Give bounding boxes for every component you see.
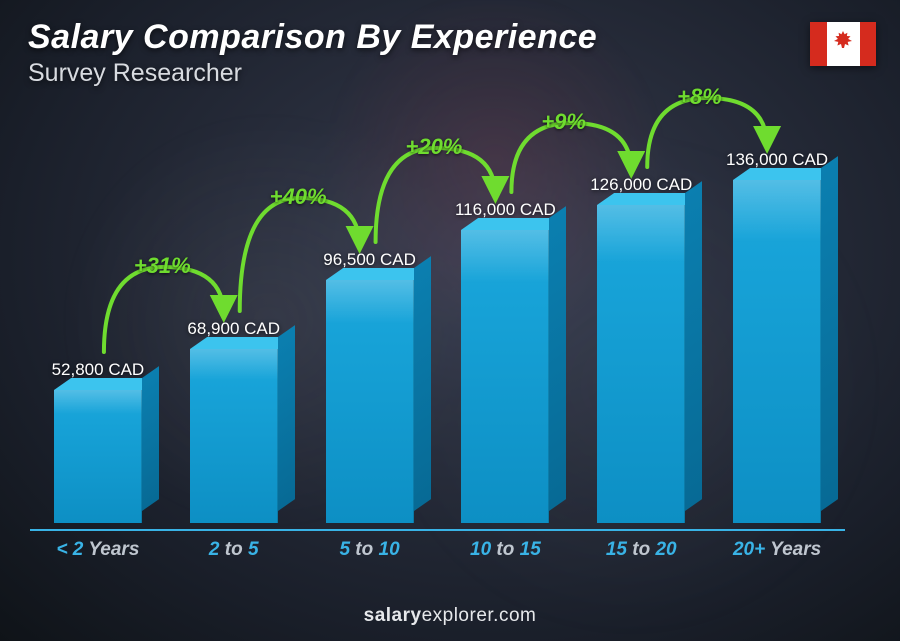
bar-side-face — [685, 181, 702, 511]
bar — [733, 180, 821, 523]
header: Salary Comparison By Experience Survey R… — [28, 18, 597, 88]
x-axis-label: 2 to 5 — [166, 531, 302, 561]
x-axis-label: 15 to 20 — [573, 531, 709, 561]
flag-canada — [810, 22, 876, 66]
bar — [597, 205, 685, 523]
arc-percent-label: +31% — [134, 253, 191, 279]
bar-value-label: 52,800 CAD — [52, 360, 145, 380]
footer-credit: salaryexplorer.com — [0, 605, 900, 627]
bar-slot: 126,000 CAD — [573, 120, 709, 523]
bar-value-label: 68,900 CAD — [187, 319, 280, 339]
bar-slot: 96,500 CAD — [302, 120, 438, 523]
arc-percent-label: +8% — [677, 84, 722, 110]
bar-slot: 116,000 CAD — [437, 120, 573, 523]
chart-area: 52,800 CAD 68,900 CAD 96,500 CAD 116,000… — [30, 120, 845, 561]
chart-subtitle: Survey Researcher — [28, 59, 597, 88]
flag-band-left — [810, 22, 827, 66]
arc-percent-label: +40% — [270, 184, 327, 210]
footer-brand-rest: explorer.com — [422, 605, 537, 626]
bar-value-label: 96,500 CAD — [323, 250, 416, 270]
bar-side-face — [278, 325, 295, 511]
arc-percent-label: +20% — [405, 134, 462, 160]
bar-front-face — [597, 205, 685, 523]
bar-front-face — [54, 390, 142, 523]
flag-band-right — [860, 22, 877, 66]
bar-side-face — [142, 366, 159, 511]
x-axis-label: < 2 Years — [30, 531, 166, 561]
x-axis-label: 20+ Years — [709, 531, 845, 561]
x-axis: < 2 Years2 to 55 to 1010 to 1515 to 2020… — [30, 529, 845, 561]
bar-front-face — [326, 280, 414, 523]
bar-side-face — [821, 156, 838, 511]
bar-value-label: 126,000 CAD — [590, 175, 692, 195]
bar-value-label: 136,000 CAD — [726, 150, 828, 170]
bar — [461, 230, 549, 523]
flag-band-center — [827, 22, 860, 66]
maple-leaf-icon — [833, 31, 853, 57]
bar — [54, 390, 142, 523]
bar-side-face — [414, 256, 431, 511]
bar-slot: 52,800 CAD — [30, 120, 166, 523]
bar — [326, 280, 414, 523]
bar — [190, 349, 278, 523]
x-axis-label: 5 to 10 — [302, 531, 438, 561]
bar-front-face — [190, 349, 278, 523]
x-axis-label: 10 to 15 — [437, 531, 573, 561]
footer-brand-bold: salary — [364, 605, 422, 626]
arc-percent-label: +9% — [541, 109, 586, 135]
chart-title: Salary Comparison By Experience — [28, 18, 597, 57]
bar-slot: 68,900 CAD — [166, 120, 302, 523]
bar-side-face — [549, 206, 566, 511]
bar-value-label: 116,000 CAD — [455, 200, 556, 220]
bars-container: 52,800 CAD 68,900 CAD 96,500 CAD 116,000… — [30, 120, 845, 523]
bar-slot: 136,000 CAD — [709, 120, 845, 523]
bar-front-face — [461, 230, 549, 523]
bar-front-face — [733, 180, 821, 523]
